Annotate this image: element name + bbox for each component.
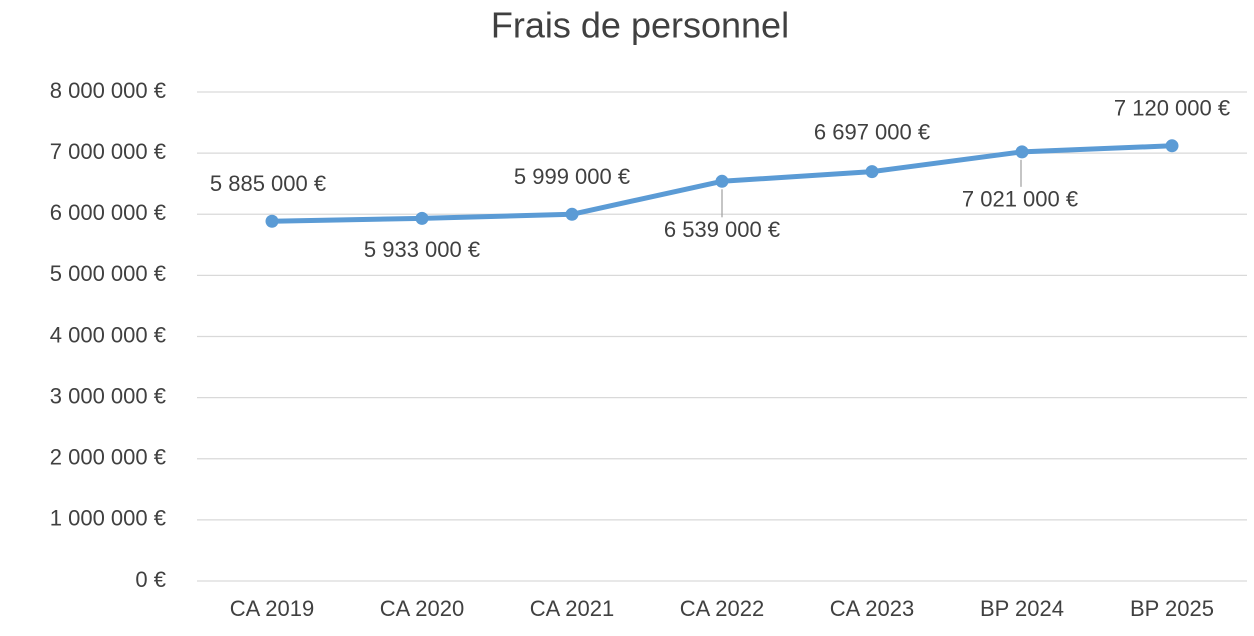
data-label: 5 885 000 € <box>210 171 326 196</box>
data-label: 6 697 000 € <box>814 119 930 144</box>
x-tick-label: BP 2024 <box>980 596 1064 621</box>
y-tick-label: 5 000 000 € <box>50 261 166 286</box>
chart-title: Frais de personnel <box>491 5 789 46</box>
y-tick-label: 3 000 000 € <box>50 383 166 408</box>
x-tick-label: CA 2019 <box>230 596 314 621</box>
data-point <box>415 211 429 225</box>
x-tick-label: BP 2025 <box>1130 596 1214 621</box>
data-label: 7 120 000 € <box>1114 96 1230 121</box>
y-tick-label: 6 000 000 € <box>50 200 166 225</box>
y-tick-label: 8 000 000 € <box>50 78 166 103</box>
data-label: 5 999 000 € <box>514 164 630 189</box>
data-point <box>865 165 879 179</box>
data-label: 5 933 000 € <box>364 237 480 262</box>
x-tick-label: CA 2021 <box>530 596 614 621</box>
data-label: 6 539 000 € <box>664 217 780 242</box>
y-tick-label: 0 € <box>135 567 166 592</box>
y-tick-label: 2 000 000 € <box>50 445 166 470</box>
y-tick-label: 4 000 000 € <box>50 322 166 347</box>
data-point <box>565 207 579 221</box>
data-point <box>1015 145 1029 159</box>
x-tick-label: CA 2023 <box>830 596 914 621</box>
data-point <box>265 214 279 228</box>
y-tick-label: 7 000 000 € <box>50 139 166 164</box>
data-point <box>715 174 729 188</box>
x-tick-label: CA 2022 <box>680 596 764 621</box>
data-label: 7 021 000 € <box>962 187 1078 212</box>
data-point <box>1165 139 1179 153</box>
y-tick-label: 1 000 000 € <box>50 506 166 531</box>
x-tick-label: CA 2020 <box>380 596 464 621</box>
